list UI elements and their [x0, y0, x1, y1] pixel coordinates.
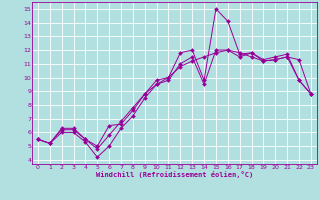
X-axis label: Windchill (Refroidissement éolien,°C): Windchill (Refroidissement éolien,°C) — [96, 171, 253, 178]
